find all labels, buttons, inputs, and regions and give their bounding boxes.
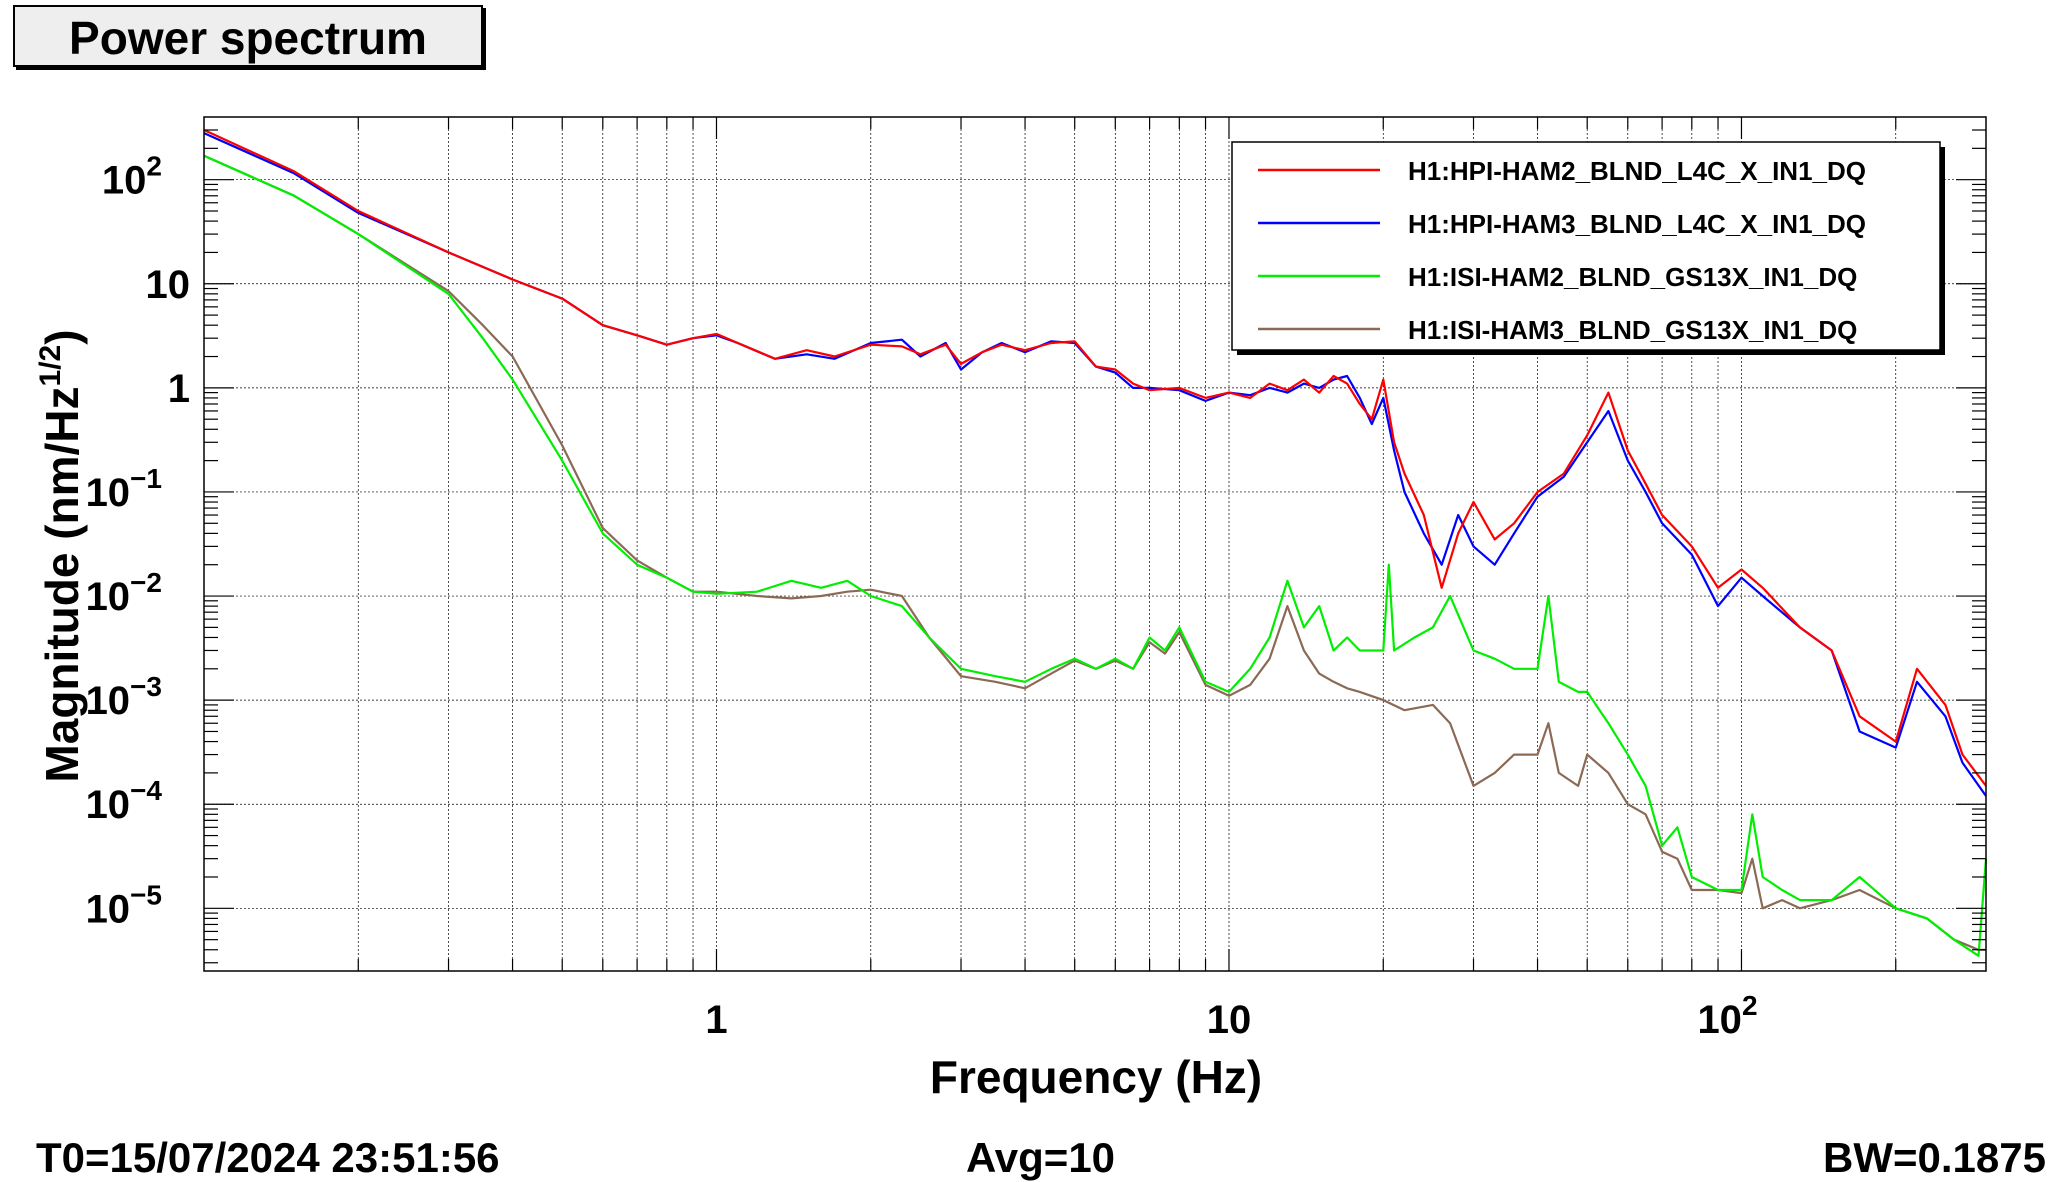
y-tick-label: 10−1 <box>86 463 162 515</box>
y-axis-label-exponent: 1/2 <box>34 345 67 387</box>
chart-title: Power spectrum <box>69 12 427 64</box>
y-tick-label: 10−3 <box>86 671 162 723</box>
legend-label: H1:ISI-HAM3_BLND_GS13X_IN1_DQ <box>1408 315 1857 345</box>
y-tick-label: 10−2 <box>86 567 162 619</box>
chart-title-box: Power spectrum <box>13 5 483 67</box>
footer-t0: T0=15/07/2024 23:51:56 <box>36 1134 500 1181</box>
y-tick-label: 1 <box>168 367 190 411</box>
x-tick-label: 102 <box>1697 990 1757 1042</box>
y-tick-label: 102 <box>102 151 162 203</box>
y-tick-label: 10−4 <box>86 775 163 827</box>
y-axis-label: Magnitude (nm/Hz1/2) <box>34 329 88 782</box>
x-axis-label: Frequency (Hz) <box>930 1051 1262 1103</box>
legend: H1:HPI-HAM2_BLND_L4C_X_IN1_DQ H1:HPI-HAM3… <box>1231 141 1945 355</box>
footer-bw: BW=0.1875 <box>1823 1134 2046 1181</box>
axes: 1 10 102 102 10 1 10−1 10−2 10−3 10−4 10−5 <box>86 116 1987 1042</box>
legend-label: H1:HPI-HAM3_BLND_L4C_X_IN1_DQ <box>1408 209 1866 239</box>
series-line-3 <box>203 154 1988 957</box>
y-tick-label: 10−5 <box>86 879 162 931</box>
y-tick-label: 10 <box>146 263 191 307</box>
footer-avg: Avg=10 <box>966 1134 1116 1181</box>
x-tick-label: 1 <box>705 998 727 1042</box>
legend-box <box>1231 141 1941 351</box>
plot-frame <box>203 116 1987 972</box>
y-axis-label-close: ) <box>36 329 88 344</box>
series-line-1 <box>203 129 1987 787</box>
x-tick-label: 10 <box>1207 998 1252 1042</box>
series-lines <box>203 129 1988 957</box>
legend-label: H1:HPI-HAM2_BLND_L4C_X_IN1_DQ <box>1408 156 1866 186</box>
y-axis-label-main: Magnitude (nm/Hz <box>36 386 88 782</box>
legend-label: H1:ISI-HAM2_BLND_GS13X_IN1_DQ <box>1408 262 1857 292</box>
